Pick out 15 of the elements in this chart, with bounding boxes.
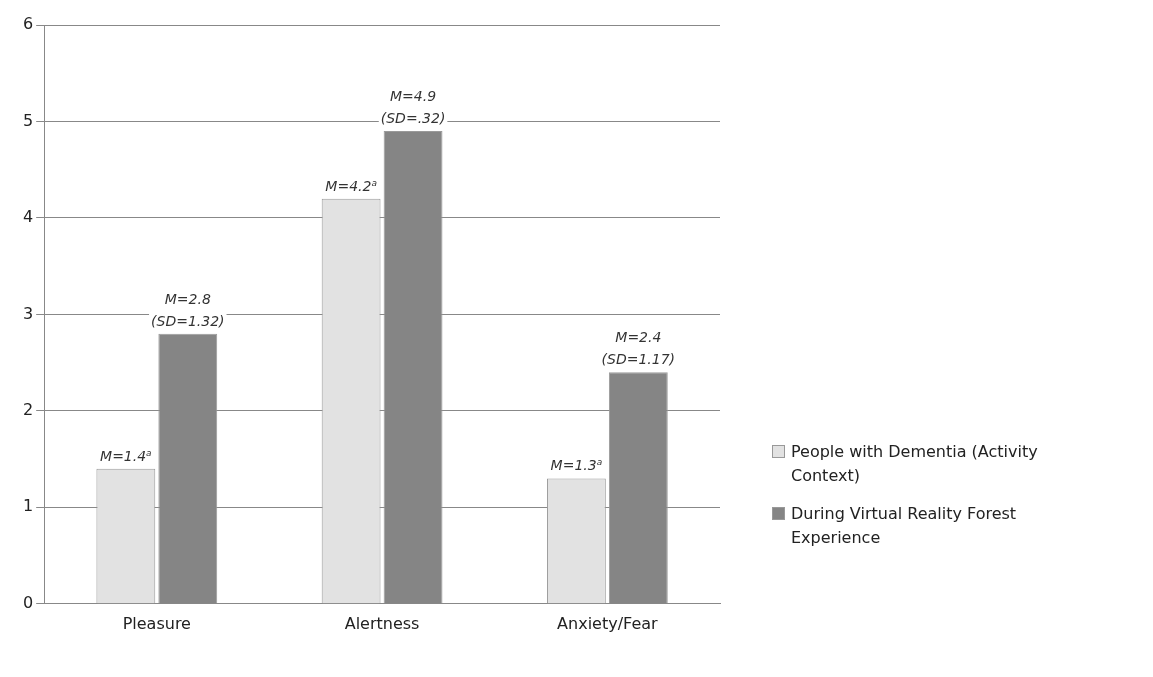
x-tick-label: Alertness	[344, 613, 420, 633]
x-tick-label: Anxiety/Fear	[557, 613, 659, 633]
legend-label: During Virtual Reality Forest Experience	[791, 503, 1018, 549]
y-tick-label: 1	[22, 496, 34, 516]
y-tick-label: 4	[22, 207, 34, 227]
data-label: M=2.8 (SD=1.32)	[151, 290, 225, 329]
y-tick-label: 5	[22, 110, 34, 130]
x-tick-label: Pleasure	[122, 613, 191, 633]
y-tick-label: 0	[22, 592, 34, 612]
legend-label: People with Dementia (Activity Context)	[791, 441, 1039, 487]
y-tick-label: 6	[22, 14, 34, 34]
y-tick-label: 2	[22, 400, 34, 420]
data-label: M=4.9 (SD=.32)	[380, 88, 446, 127]
data-label: M=2.4 (SD=1.17)	[601, 329, 676, 368]
y-tick-label: 3	[22, 303, 34, 323]
